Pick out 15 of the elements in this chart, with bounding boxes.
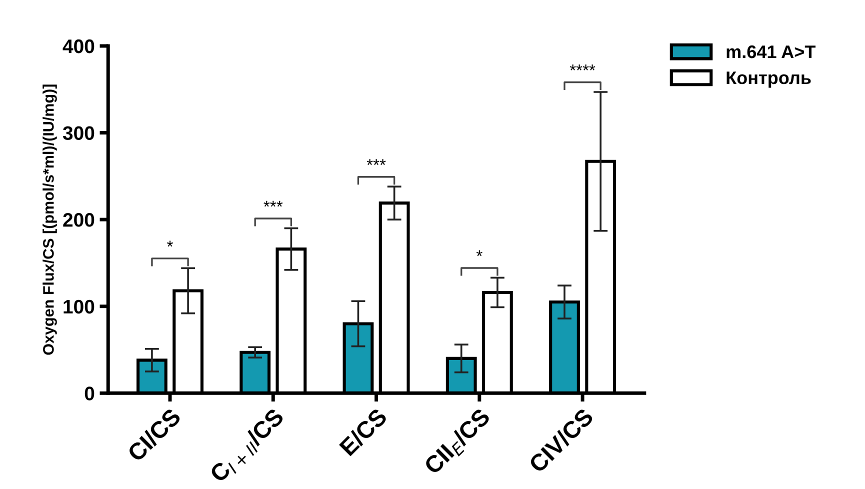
x-tick-label: C$_{I+II}$/CS [208,407,288,486]
annotation: **** [570,64,596,70]
legend-label: m.641 A>T [726,45,816,58]
x-tick-label: CII$_{E}$/CS [422,407,494,478]
y-tick-label: 400 [62,39,94,54]
y-axis-title: Oxygen Flux/CS [(pmol/s*ml)/(IU/mg)] [42,84,57,355]
annotation: *** [264,200,283,207]
legend-label: Контроль [726,72,811,88]
annotation: * [167,240,173,247]
annotation: *** [366,159,386,166]
y-tick-label: 0 [84,386,94,400]
y-tick-label: 300 [62,126,94,140]
y-tick-label: 100 [64,300,94,314]
y-tick-label: 200 [63,213,94,227]
annotation: * [476,250,482,256]
